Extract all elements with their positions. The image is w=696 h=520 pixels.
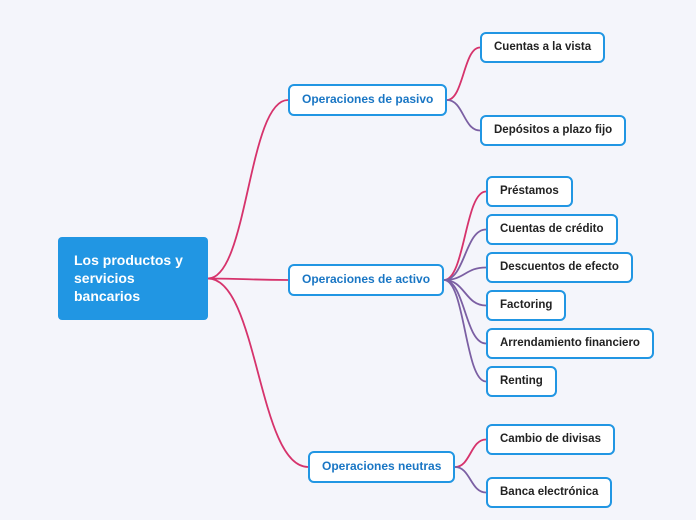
node-cred: Cuentas de crédito bbox=[486, 214, 618, 245]
node-divisa: Cambio de divisas bbox=[486, 424, 615, 455]
node-prest: Préstamos bbox=[486, 176, 573, 207]
node-root: Los productos y servicios bancarios bbox=[58, 237, 208, 320]
edge-activo-prest bbox=[444, 192, 486, 281]
node-vista: Cuentas a la vista bbox=[480, 32, 605, 63]
node-neutras: Operaciones neutras bbox=[308, 451, 455, 483]
edge-neutras-banca bbox=[455, 467, 486, 493]
edge-pasivo-vista bbox=[447, 48, 480, 101]
edge-activo-cred bbox=[444, 230, 486, 281]
edge-activo-desc bbox=[444, 268, 486, 281]
node-pasivo: Operaciones de pasivo bbox=[288, 84, 447, 116]
edge-pasivo-plazo bbox=[447, 100, 480, 131]
edge-root-activo bbox=[208, 279, 288, 281]
node-activo: Operaciones de activo bbox=[288, 264, 444, 296]
edge-root-pasivo bbox=[208, 100, 288, 279]
edge-activo-rent bbox=[444, 280, 486, 382]
edge-activo-fact bbox=[444, 280, 486, 306]
node-desc: Descuentos de efecto bbox=[486, 252, 633, 283]
node-fact: Factoring bbox=[486, 290, 566, 321]
edge-neutras-divisa bbox=[455, 440, 486, 468]
node-rent: Renting bbox=[486, 366, 557, 397]
edge-root-neutras bbox=[208, 279, 308, 468]
node-arrend: Arrendamiento financiero bbox=[486, 328, 654, 359]
edge-activo-arrend bbox=[444, 280, 486, 344]
node-banca: Banca electrónica bbox=[486, 477, 612, 508]
node-plazo: Depósitos a plazo fijo bbox=[480, 115, 626, 146]
